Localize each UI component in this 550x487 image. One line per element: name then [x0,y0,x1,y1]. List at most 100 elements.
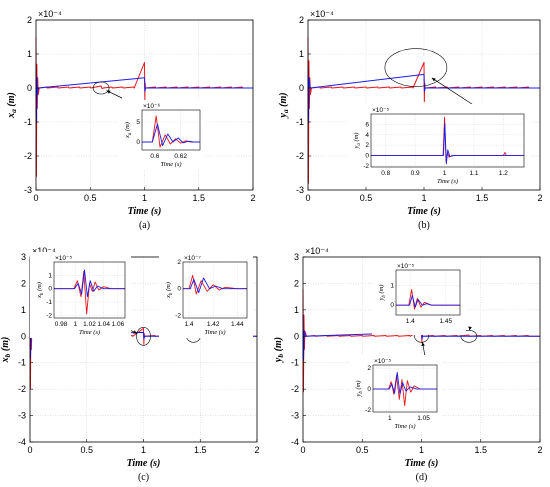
x-tick-label: 0.5 [84,193,97,203]
inset-x-axis-label: Time (s) [437,178,458,185]
y-tick-label: 0 [21,331,26,341]
y-tick-label: 1 [27,49,32,59]
inset-x-tick-label: 1.05 [417,415,430,422]
x-tick-label: 0.5 [356,445,369,455]
y-tick-label: 1 [294,305,299,315]
inset-y-tick-label: 2 [177,259,181,266]
inset-frame [395,269,461,316]
inset-series-line-2 [373,371,437,395]
series-line-2 [307,67,540,123]
chart-panel-d: 0 0.5 1 1.5 2 -4 -3 -2 -1 0 1 2 3 ×10⁻⁴ Time (s) yb (m)… [273,246,543,483]
inset-plot: 1.4 1.45 0 1 ×10⁻⁵ yb (m) [372,260,466,335]
inset-y-axis-label: yb (m) [378,285,387,302]
y-tick-label: -1 [296,117,304,127]
inset-x-tick-label: 0.62 [174,153,187,160]
inset-x-tick-label: 1.4 [406,318,415,325]
inset-x-tick-label: 1.2 [499,170,508,177]
inset-y-tick-label: 6 [365,121,369,128]
inset-exponent-label: ×10⁻⁷ [184,255,201,262]
inset-exponent-label: ×10⁻⁵ [55,255,72,262]
inset-series-line-2 [142,123,200,147]
y-tick-label: -4 [291,437,299,447]
inset-grid [54,262,125,318]
x-tick-label: 1.5 [192,193,205,203]
y-exponent-label: ×10⁻⁴ [32,246,56,256]
inset-y-tick-label: 1 [390,283,394,290]
inset-plot: 0.6 0.62 0 5 ×10⁻⁶ Time (s) xa (m) [118,100,206,170]
x-axis-label: Time (s) [128,206,162,217]
panel-caption: (d) [416,472,428,483]
x-tick-label: 2 [250,193,255,203]
inset-y-tick-label: -2 [175,312,181,319]
inset-y-axis-label: ya (m) [353,133,362,150]
y-axis-label: xb (m) [0,337,12,364]
zoom-arrow-line [431,77,479,109]
inset-x-tick-label: 1 [388,415,392,422]
inset-x-axis-label: Time (s) [79,329,100,336]
inset-y-tick-label: 0 [177,286,181,293]
inset-y-tick-label: 2 [365,142,369,149]
x-tick-label: 2 [537,193,542,203]
inset-background [118,100,206,170]
y-tick-label: -3 [18,411,26,421]
y-tick-label: -3 [291,411,299,421]
y-axis-label: yb (m) [273,337,285,363]
x-tick-label: 1.5 [194,445,207,455]
y-axis-label: ya (m) [278,92,290,118]
inset-y-axis-label: xb (m) [36,282,45,299]
inset-y-tick-label: 5 [136,119,140,126]
y-tick-label: 0 [294,331,299,341]
inset-plot: 1.4 1.42 1.44 -2 0 2×10⁻⁷ Time (s) xb (m) [159,252,253,338]
series-line-1 [307,36,540,184]
y-tick-label: -2 [296,151,304,161]
inset-x-tick-label: 0.98 [55,321,68,328]
series-line-1 [35,36,253,177]
inset-series-line-1 [183,274,247,295]
inset-plot: 0.8 0.9 1 1.1 1.2 -2 0 2 4 6×10⁻⁵ Time (s) ya (m) [347,104,530,187]
x-tick-label: 1 [141,445,146,455]
inset-frame [370,113,525,168]
chart-panel-c: 0 0.5 1 1.5 2 -4 -3 -2 -1 0 1 2 3 ×10⁻⁴ Time (s) xb (m)… [0,246,260,483]
inset-y-tick-label: -2 [46,312,52,319]
y-exponent-label: ×10⁻⁴ [305,246,329,256]
inset-frame [141,109,201,151]
zoom-arrow-head [106,90,111,94]
inset-y-tick-label: -1 [46,299,52,306]
y-tick-label: -2 [18,384,26,394]
inset-x-tick-label: 0.9 [411,170,420,177]
x-axis-label: Time (s) [127,458,161,469]
inset-frame [182,261,248,319]
y-tick-label: -1 [24,117,32,127]
x-tick-label: 1 [419,445,424,455]
zoom-arrow-head [133,330,138,334]
y-tick-label: -1 [291,358,299,368]
x-tick-label: 1 [421,193,426,203]
x-tick-label: 1.5 [474,445,487,455]
y-exponent-label: ×10⁻⁴ [38,9,62,19]
inset-exponent-label: ×10⁻⁵ [397,263,414,270]
inset-y-axis-label: yb (m) [355,381,364,398]
inset-x-axis-label: Time (s) [204,329,225,336]
chart-panel-a: 0 0.5 1 1.5 2 -3 -2 -1 0 1 2 ×10⁻⁴ Time (s) xa (m) (a)… [6,9,256,231]
zoom-arrow-head [431,77,436,82]
x-tick-label: 0 [33,193,38,203]
inset-y-tick-label: 0 [48,286,52,293]
inset-y-tick-label: 0 [136,139,140,146]
y-tick-label: -3 [24,185,32,195]
zoom-arrow-head [421,342,425,347]
inset-x-tick-label: 1.1 [469,170,478,177]
zoom-region-ellipse [136,326,151,346]
inset-series-line-1 [371,116,524,163]
y-tick-label: 2 [299,15,304,25]
chart-panel-b: 0 0.5 1 1.5 2 -3 -2 -1 0 1 2 ×10⁻⁴ Time (s) ya (m) (b)… [278,9,543,231]
inset-background [372,260,466,335]
inset-y-tick-label: 2 [367,365,371,372]
panel-caption: (c) [138,472,149,483]
inset-x-tick-label: 1.4 [185,321,194,328]
inset-background [347,104,530,187]
zoom-region-ellipse [460,329,478,343]
x-tick-label: 0 [300,445,305,455]
x-tick-label: 0.5 [360,193,373,203]
inset-x-tick-label: 0.8 [381,170,390,177]
